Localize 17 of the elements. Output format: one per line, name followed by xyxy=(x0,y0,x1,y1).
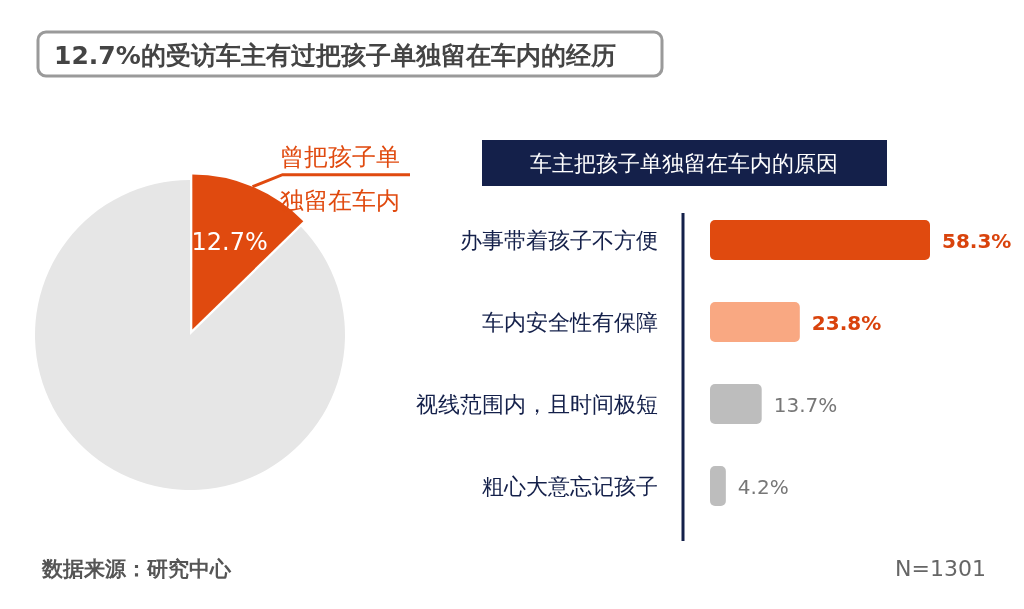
data-label: 13.7% xyxy=(773,393,838,417)
chart-title: 12.7%的受访车主有过把孩子单独留在车内的经历 xyxy=(54,41,616,70)
chart-title: 车主把孩子单独留在车内的原因 xyxy=(530,151,838,176)
y-tick-label: 粗心大意忘记孩子 xyxy=(482,474,658,499)
data-label: 58.3% xyxy=(942,229,1012,253)
bar xyxy=(710,220,930,260)
bar xyxy=(710,302,800,342)
bar xyxy=(710,384,762,424)
y-tick-label: 视线范围内，且时间极短 xyxy=(416,392,658,417)
y-tick-label: 车内安全性有保障 xyxy=(482,310,658,335)
source-note: 数据来源：研究中心 xyxy=(41,557,232,581)
data-label: 23.8% xyxy=(811,311,882,335)
y-tick-label: 办事带着孩子不方便 xyxy=(460,228,658,253)
data-label: 12.7% xyxy=(191,227,268,256)
text: N=1301 xyxy=(895,556,986,581)
bar xyxy=(710,466,726,506)
data-label: 4.2% xyxy=(737,475,789,499)
